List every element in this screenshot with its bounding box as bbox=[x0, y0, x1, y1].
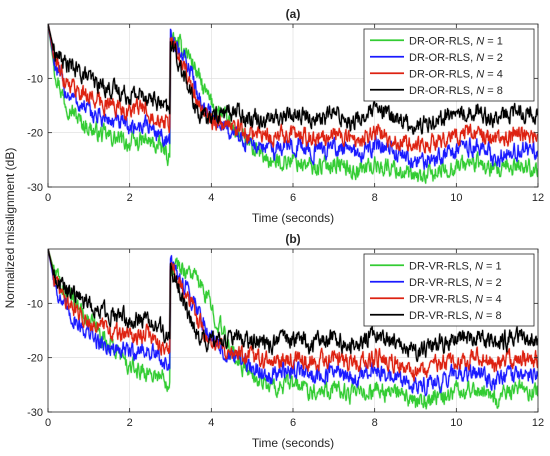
x-tick-label: 6 bbox=[290, 417, 296, 429]
series-group bbox=[48, 24, 538, 185]
panel-a: 0 2 4 6 8 10 12 -30 -20 -10 (a) Time (seconds) DR-OR… bbox=[27, 7, 544, 225]
x-tick-label: 12 bbox=[532, 192, 544, 204]
legend: DR-OR-RLS, N = 1 DR-OR-RLS, N = 2 DR-OR-RL… bbox=[363, 28, 535, 102]
panel-title: (b) bbox=[285, 232, 300, 246]
x-tick-label: 0 bbox=[45, 417, 51, 429]
x-axis-label: Time (seconds) bbox=[252, 211, 334, 225]
series-line bbox=[48, 249, 538, 382]
y-axis-label: Normalized misalignment (dB) bbox=[3, 148, 17, 309]
y-tick-label: -30 bbox=[27, 182, 43, 194]
legend-entry-label: DR-OR-RLS, N = 1 bbox=[409, 35, 503, 47]
x-tick-label: 6 bbox=[290, 192, 296, 204]
series-line bbox=[48, 24, 538, 135]
panel-b: 0 2 4 6 8 10 12 -30 -20 -10 (b) Time (seconds) DR-VR… bbox=[27, 232, 544, 450]
x-tick-label: 4 bbox=[208, 192, 214, 204]
series-line bbox=[48, 249, 538, 362]
legend-entry-label: DR-OR-RLS, N = 4 bbox=[409, 68, 503, 80]
series-line bbox=[48, 24, 538, 170]
legend-entry-label: DR-VR-RLS, N = 2 bbox=[409, 277, 502, 289]
y-tick-label: -20 bbox=[27, 353, 43, 365]
x-tick-label: 8 bbox=[372, 417, 378, 429]
y-tick-label: -10 bbox=[27, 73, 43, 85]
panel-title: (a) bbox=[286, 7, 301, 21]
y-tick-label: -30 bbox=[27, 407, 43, 419]
legend-entry-label: DR-VR-RLS, N = 4 bbox=[409, 293, 502, 305]
x-tick-label: 0 bbox=[45, 192, 51, 204]
series-line bbox=[48, 249, 538, 410]
x-tick-label: 10 bbox=[450, 192, 462, 204]
legend: DR-VR-RLS, N = 1 DR-VR-RLS, N = 2 DR-VR-RL… bbox=[363, 253, 535, 327]
x-tick-label: 2 bbox=[127, 417, 133, 429]
x-axis-label: Time (seconds) bbox=[252, 436, 334, 450]
series-line bbox=[48, 24, 538, 184]
legend-entry-label: DR-OR-RLS, N = 2 bbox=[409, 52, 503, 64]
y-tick-label: -20 bbox=[27, 128, 43, 140]
legend-entry-label: DR-VR-RLS, N = 8 bbox=[409, 310, 502, 322]
x-tick-label: 8 bbox=[372, 192, 378, 204]
y-tick-label: -10 bbox=[27, 298, 43, 310]
x-tick-label: 12 bbox=[532, 417, 544, 429]
x-tick-label: 4 bbox=[208, 417, 214, 429]
legend-entry-label: DR-VR-RLS, N = 1 bbox=[409, 260, 502, 272]
x-tick-label: 10 bbox=[450, 417, 462, 429]
legend-entry-label: DR-OR-RLS, N = 8 bbox=[409, 85, 503, 97]
series-line bbox=[48, 24, 538, 154]
series-group bbox=[48, 249, 538, 410]
x-tick-label: 2 bbox=[127, 192, 133, 204]
